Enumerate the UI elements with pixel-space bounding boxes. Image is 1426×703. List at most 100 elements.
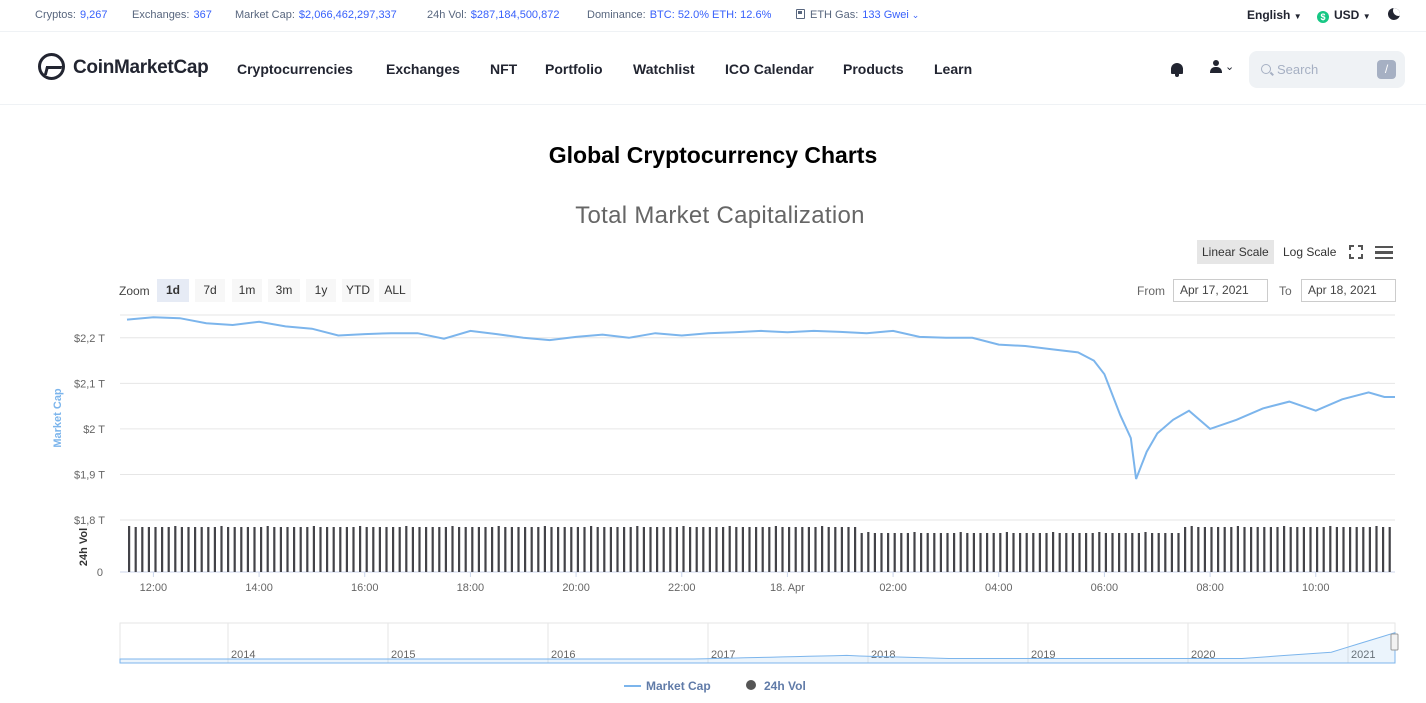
volume-bar [616, 527, 619, 572]
volume-bar [339, 527, 342, 572]
chevron-down-icon[interactable]: ⌄ [1225, 61, 1235, 73]
zoom-all-button[interactable]: ALL [379, 279, 411, 302]
volume-bar [1091, 533, 1094, 572]
brand-logo[interactable]: CoinMarketCap [73, 57, 209, 78]
volume-bar [675, 527, 678, 572]
fullscreen-icon[interactable] [1349, 245, 1363, 259]
volume-bar [1217, 527, 1220, 572]
volume-bar [253, 527, 256, 572]
volume-bar [1005, 532, 1008, 572]
legend-item-market-cap[interactable]: Market Cap [624, 679, 711, 693]
to-date-input[interactable]: Apr 18, 2021 [1301, 279, 1396, 302]
volume-bar [913, 532, 916, 572]
x-tick-label: 10:00 [1302, 582, 1330, 594]
volume-bar [999, 533, 1002, 572]
zoom-7d-button[interactable]: 7d [195, 279, 225, 302]
search-box[interactable]: / [1249, 51, 1405, 88]
bell-icon[interactable] [1171, 63, 1183, 77]
volume-bar [906, 533, 909, 572]
nav-learn[interactable]: Learn [934, 61, 973, 77]
volume-bar [1349, 527, 1352, 572]
stat-24h-vol[interactable]: 24h Vol: $287,184,500,872 [427, 9, 559, 21]
stat-24h-vol-value: $287,184,500,872 [470, 9, 560, 21]
legend-24h-vol-label: 24h Vol [764, 679, 806, 693]
volume-bar [1236, 526, 1239, 572]
x-tick-label: 16:00 [351, 582, 379, 594]
nav-cryptocurrencies[interactable]: Cryptocurrencies [237, 61, 353, 77]
zoom-3m-button[interactable]: 3m [268, 279, 300, 302]
volume-bar [438, 527, 441, 572]
search-input[interactable] [1277, 60, 1367, 79]
volume-bar [213, 527, 216, 572]
volume-bar [1243, 527, 1246, 572]
language-selector[interactable]: English ▼ [1247, 8, 1302, 22]
stat-eth-gas-label: ETH Gas: [810, 9, 859, 21]
stat-eth-gas[interactable]: ETH Gas: 133 Gwei ⌄ [796, 9, 919, 21]
nav-portfolio[interactable]: Portfolio [545, 61, 603, 77]
hamburger-menu-icon[interactable] [1375, 246, 1393, 259]
volume-bar [1296, 527, 1299, 572]
navigator-handle[interactable] [1390, 633, 1399, 651]
currency-selector[interactable]: $ USD ▼ [1317, 8, 1371, 23]
stat-market-cap[interactable]: Market Cap: $2,066,462,297,337 [235, 9, 397, 21]
nav-ico-calendar[interactable]: ICO Calendar [725, 61, 814, 77]
volume-bar [1045, 533, 1048, 572]
stat-cryptos[interactable]: Cryptos: 9,267 [35, 9, 108, 21]
x-tick-label: 20:00 [562, 582, 590, 594]
volume-bar [398, 527, 401, 572]
volume-bar [821, 526, 824, 572]
volume-bar [900, 533, 903, 572]
volume-bar [332, 527, 335, 572]
linear-scale-button[interactable]: Linear Scale [1197, 240, 1274, 264]
navigator[interactable]: 20142015201620172018201920202021 [119, 622, 1399, 664]
volume-bar [715, 527, 718, 572]
volume-bar [946, 533, 949, 572]
volume-bar [510, 527, 513, 572]
stat-exchanges[interactable]: Exchanges: 367 [132, 9, 212, 21]
zoom-1m-button[interactable]: 1m [232, 279, 262, 302]
caret-down-icon: ▼ [1293, 12, 1302, 21]
volume-bar [1184, 527, 1187, 572]
legend-item-24h-vol[interactable]: 24h Vol [746, 679, 806, 693]
nav-nft[interactable]: NFT [490, 61, 518, 77]
volume-bar [801, 527, 804, 572]
zoom-1d-button[interactable]: 1d [157, 279, 189, 302]
volume-bar [596, 527, 599, 572]
volume-bar [939, 533, 942, 572]
volume-bar [1335, 527, 1338, 572]
volume-bar [695, 527, 698, 572]
volume-bar [873, 533, 876, 572]
nav-products[interactable]: Products [843, 61, 904, 77]
volume-bar [1382, 527, 1385, 572]
volume-bar [741, 527, 744, 572]
volume-bar [1362, 527, 1365, 572]
stat-exchanges-value: 367 [193, 9, 212, 21]
nav-exchanges[interactable]: Exchanges [386, 61, 460, 77]
y-axis: $1,8 T $1,9 T $2 T $2,1 T $2,2 T [74, 333, 105, 527]
from-date-input[interactable]: Apr 17, 2021 [1173, 279, 1268, 302]
moon-icon[interactable] [1388, 8, 1400, 20]
volume-bar [1118, 533, 1121, 572]
currency-label: USD [1334, 8, 1360, 22]
nav-watchlist[interactable]: Watchlist [633, 61, 695, 77]
user-icon[interactable] [1210, 60, 1222, 74]
volume-bar [418, 527, 421, 572]
logo-icon[interactable] [38, 53, 65, 80]
volume-bar [1065, 533, 1068, 572]
volume-bar [669, 527, 672, 572]
volume-bar [959, 532, 962, 572]
vol-axis-title: 24h Vol [78, 528, 90, 566]
volume-bar [702, 527, 705, 572]
volume-bar [887, 533, 890, 572]
log-scale-button[interactable]: Log Scale [1283, 245, 1337, 259]
volume-bar [378, 527, 381, 572]
stat-dominance[interactable]: Dominance: BTC: 52.0% ETH: 12.6% [587, 9, 771, 21]
zoom-ytd-button[interactable]: YTD [342, 279, 374, 302]
volume-bar [299, 527, 302, 572]
navigator-tick-label: 2018 [871, 649, 895, 661]
volume-bar [1071, 533, 1074, 572]
volume-bar [966, 533, 969, 572]
zoom-1y-button[interactable]: 1y [306, 279, 336, 302]
volume-bar [425, 527, 428, 572]
